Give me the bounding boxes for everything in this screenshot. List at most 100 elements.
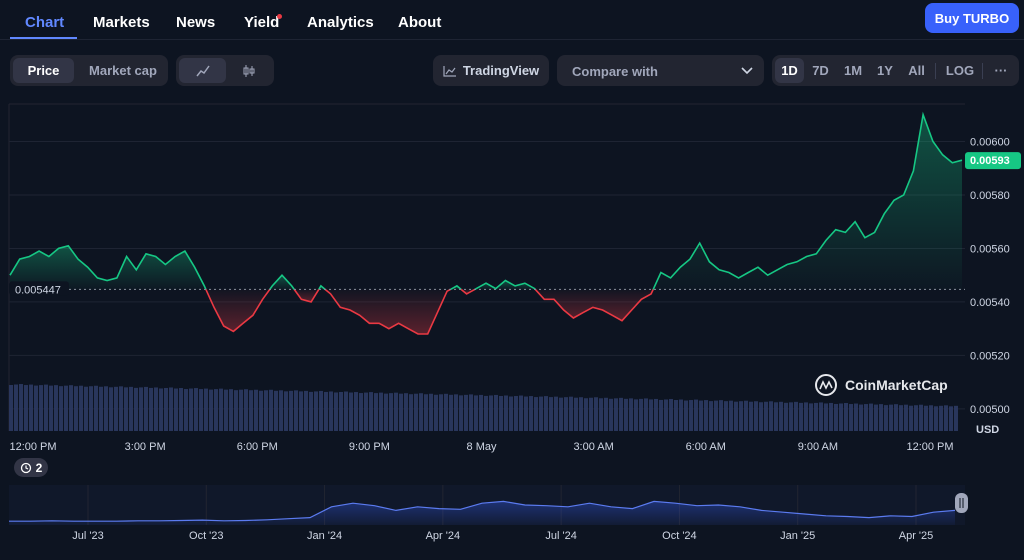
price-chart[interactable]: 0.00600 0.00580 0.00560 0.00540 0.00520 0.005… bbox=[0, 95, 1024, 560]
more-button[interactable]: ··· bbox=[994, 63, 1008, 78]
volume-bar bbox=[384, 393, 388, 431]
volume-bar bbox=[519, 395, 523, 431]
volume-bar bbox=[854, 403, 858, 431]
volume-bar bbox=[599, 398, 603, 431]
volume-bar bbox=[784, 402, 788, 431]
navigator-handle[interactable] bbox=[955, 493, 968, 513]
line-chart-button[interactable] bbox=[179, 58, 226, 83]
range-7d[interactable]: 7D bbox=[812, 63, 829, 78]
volume-bar bbox=[799, 402, 803, 431]
x-tick-label: 8 May bbox=[467, 441, 497, 453]
volume-bar bbox=[314, 391, 318, 431]
volume-bar bbox=[39, 385, 43, 431]
volume-bar bbox=[769, 401, 773, 431]
x-tick-label: 6:00 AM bbox=[686, 441, 726, 453]
volume-bar bbox=[304, 390, 308, 431]
volume-bar bbox=[429, 393, 433, 431]
volume-bar bbox=[24, 385, 28, 431]
chart-type-toggle bbox=[176, 55, 274, 86]
navigator-x-tick-label: Oct '23 bbox=[189, 530, 224, 542]
tab-markets[interactable]: Markets bbox=[93, 14, 150, 31]
volume-bar bbox=[64, 385, 68, 431]
log-button[interactable]: LOG bbox=[945, 63, 975, 78]
buy-button[interactable]: Buy TURBO bbox=[925, 3, 1019, 33]
volume-bar bbox=[664, 399, 668, 431]
volume-bar bbox=[404, 393, 408, 431]
volume-bar bbox=[694, 399, 698, 431]
volume-bar bbox=[894, 404, 898, 431]
x-axis-ticks: 12:00 PM 3:00 PM 6:00 PM 9:00 PM 8 May 3:00 A… bbox=[9, 441, 953, 453]
y-tick-label: 0.00520 bbox=[970, 350, 1010, 362]
volume-bar bbox=[89, 386, 93, 431]
area-above-baseline bbox=[653, 114, 962, 290]
volume-bar bbox=[264, 390, 268, 431]
volume-bar bbox=[244, 389, 248, 431]
price-button[interactable]: Price bbox=[13, 58, 74, 83]
history-icon bbox=[20, 462, 31, 473]
area-below-baseline bbox=[325, 289, 451, 334]
tradingview-button[interactable]: TradingView bbox=[433, 55, 549, 86]
volume-bar bbox=[214, 389, 218, 431]
volume-bar bbox=[929, 405, 933, 431]
volume-bar bbox=[494, 394, 498, 431]
range-all[interactable]: All bbox=[908, 63, 925, 78]
volume-bar bbox=[904, 404, 908, 431]
tab-yield[interactable]: Yield bbox=[244, 14, 280, 31]
volume-bar bbox=[299, 391, 303, 431]
volume-bar bbox=[159, 388, 163, 431]
volume-bar bbox=[669, 398, 673, 431]
volume-bar bbox=[594, 397, 598, 431]
area-above-baseline bbox=[474, 280, 536, 290]
x-tick-label: 6:00 PM bbox=[237, 441, 278, 453]
volume-bar bbox=[84, 386, 88, 431]
marketcap-button[interactable]: Market cap bbox=[89, 63, 157, 78]
range-1y[interactable]: 1Y bbox=[877, 63, 893, 78]
volume-bar bbox=[174, 388, 178, 431]
volume-bar bbox=[484, 395, 488, 431]
tab-news[interactable]: News bbox=[176, 14, 216, 31]
volume-bar bbox=[424, 394, 428, 431]
range-1d[interactable]: 1D bbox=[775, 58, 804, 83]
history-badge[interactable]: 2 bbox=[14, 458, 48, 477]
price-line-down bbox=[534, 288, 654, 322]
x-tick-label: 3:00 AM bbox=[573, 441, 613, 453]
volume-bar bbox=[109, 387, 113, 431]
volume-bar bbox=[829, 402, 833, 431]
volume-bar bbox=[554, 396, 558, 431]
volume-bar bbox=[459, 395, 463, 431]
price-marketcap-toggle: Price Market cap bbox=[10, 55, 168, 86]
price-line-up bbox=[474, 279, 536, 291]
volume-bar bbox=[899, 405, 903, 431]
volume-bar bbox=[269, 389, 273, 431]
y-tick-label: 0.00580 bbox=[970, 190, 1010, 202]
volume-bar bbox=[529, 396, 533, 431]
volume-bar bbox=[309, 391, 313, 431]
price-line-down bbox=[205, 288, 271, 333]
volume-bar bbox=[859, 404, 863, 431]
volume-bar bbox=[659, 399, 663, 431]
volume-bar bbox=[604, 397, 608, 431]
volume-bar bbox=[169, 387, 173, 431]
volume-bar bbox=[839, 403, 843, 431]
volume-bar bbox=[139, 387, 143, 431]
tab-about[interactable]: About bbox=[398, 14, 442, 31]
candlestick-button[interactable] bbox=[226, 58, 271, 83]
volume-bar bbox=[609, 398, 613, 431]
tab-chart[interactable]: Chart bbox=[25, 14, 65, 31]
range-1m[interactable]: 1M bbox=[843, 63, 863, 78]
volume-bar bbox=[774, 402, 778, 431]
compare-select[interactable]: Compare with bbox=[557, 55, 764, 86]
navigator-x-tick-label: Apr '24 bbox=[426, 530, 461, 542]
y-tick-label: 0.00600 bbox=[970, 136, 1010, 148]
volume-bar bbox=[354, 392, 358, 431]
price-line-down bbox=[460, 288, 476, 295]
currency-label: USD bbox=[976, 424, 999, 436]
volume-bar bbox=[549, 397, 553, 431]
navigator-x-tick-label: Apr '25 bbox=[899, 530, 934, 542]
volume-bar bbox=[454, 394, 458, 431]
tab-analytics[interactable]: Analytics bbox=[307, 14, 374, 31]
volume-bar bbox=[649, 399, 653, 431]
price-line-up bbox=[318, 284, 326, 291]
volume-bar bbox=[814, 402, 818, 431]
x-tick-label: 9:00 AM bbox=[798, 441, 838, 453]
